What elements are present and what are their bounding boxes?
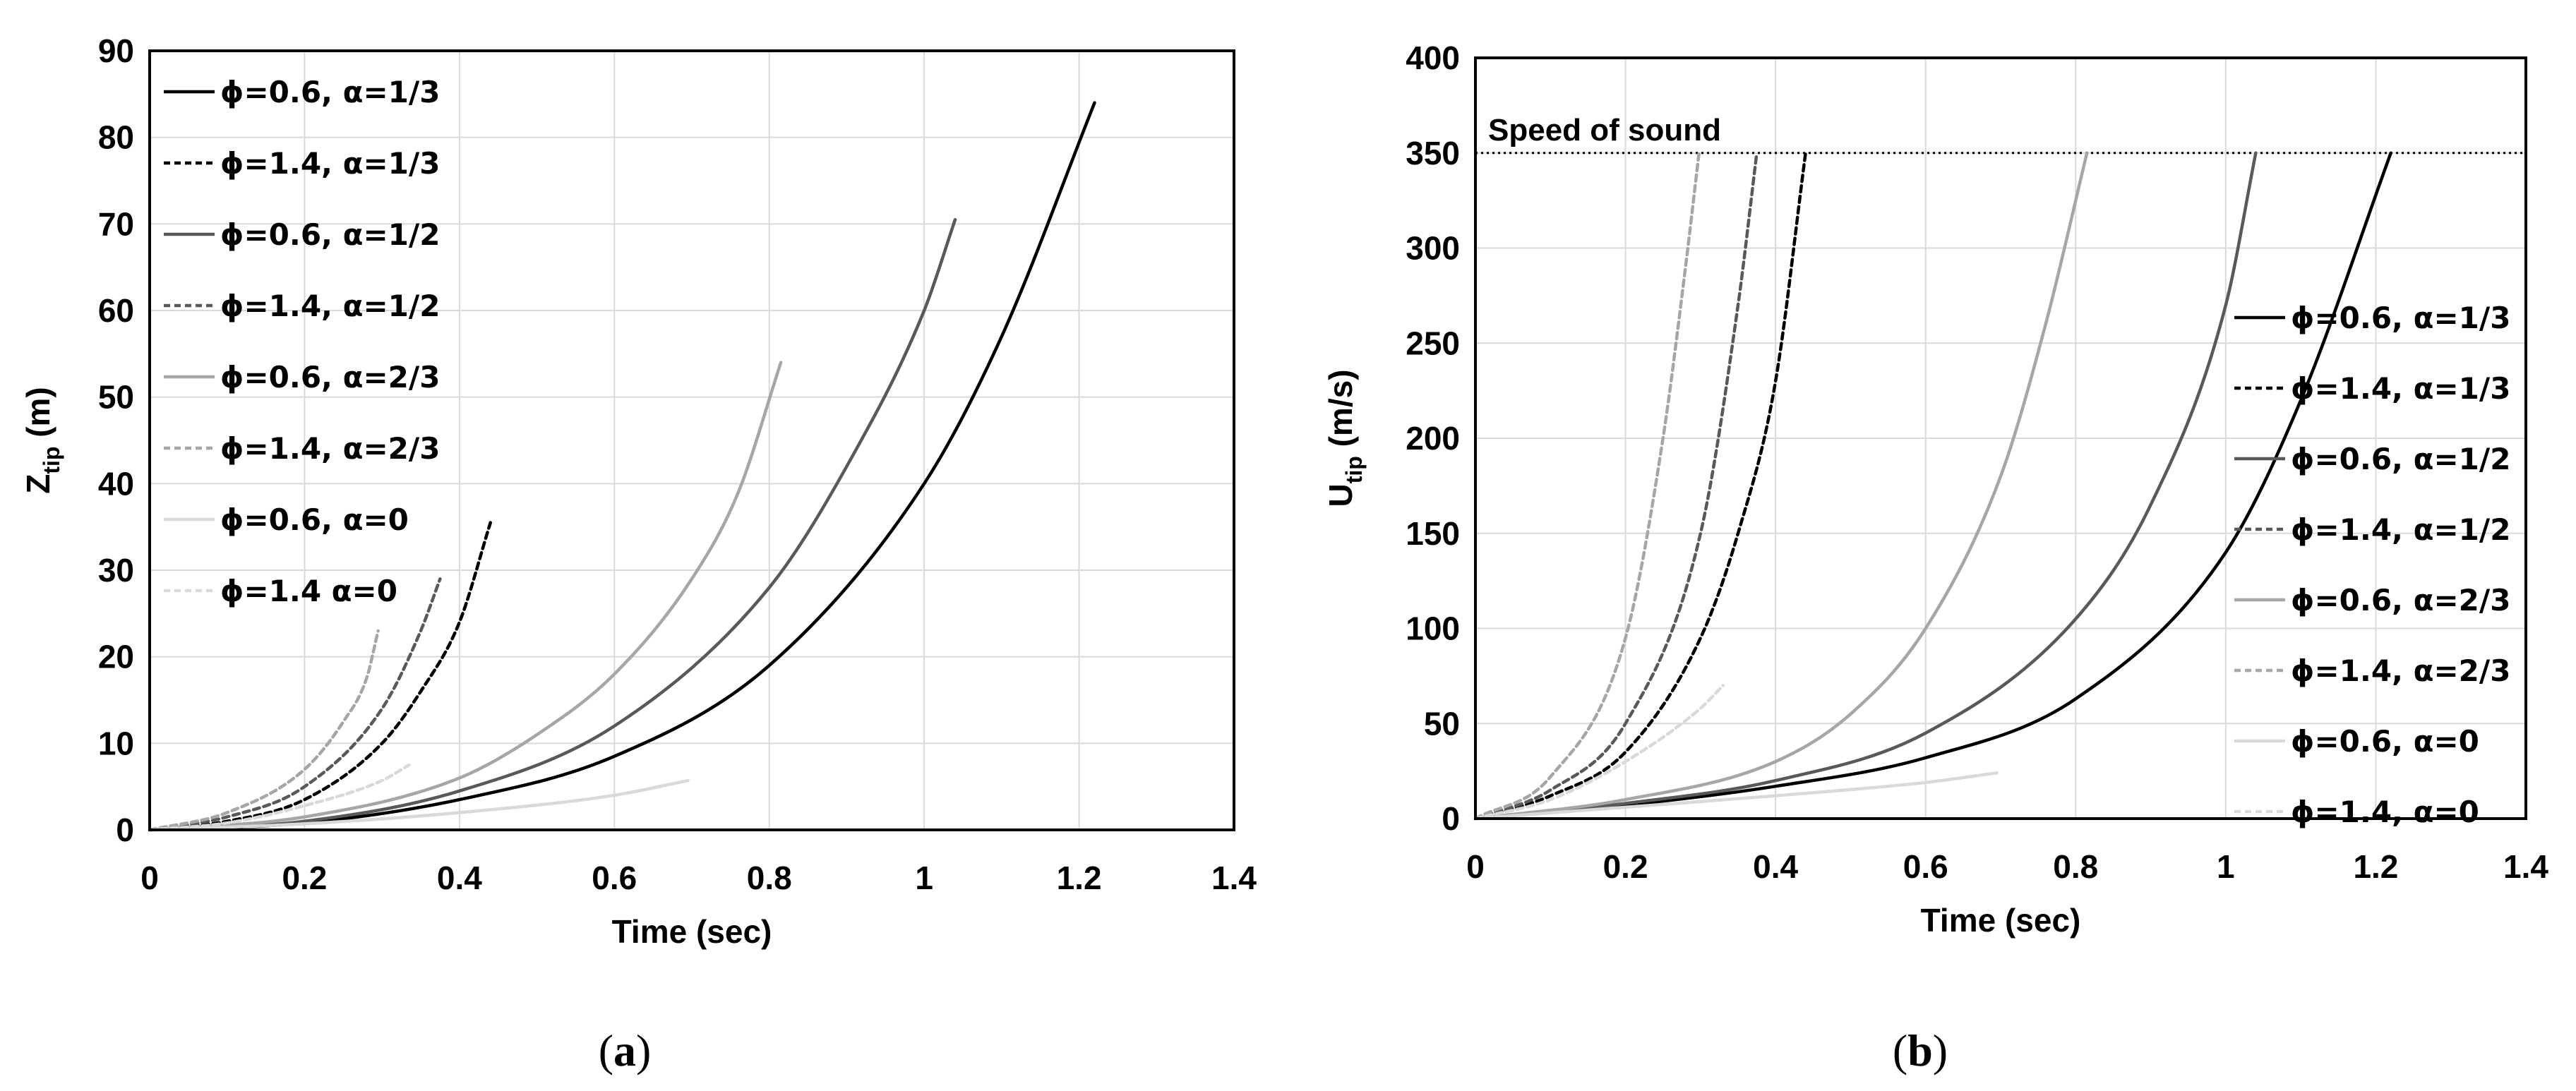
x-tick-label: 0.8: [2053, 848, 2098, 885]
x-tick-label: 0: [140, 860, 159, 896]
series-line-1: [1473, 151, 2392, 821]
series-line-4: [1473, 151, 1759, 821]
legend-label-4: ϕ=1.4, α=1/2: [2291, 512, 2510, 547]
y-tick-label: 90: [98, 32, 134, 69]
y-tick-label: 20: [98, 639, 134, 675]
legend-label-7: ϕ=0.6, α=0: [2291, 724, 2479, 759]
series-curves: [1473, 151, 2392, 821]
legend-label-3: ϕ=0.6, α=1/2: [2291, 442, 2510, 476]
y-tick-label: 250: [1406, 325, 1460, 361]
x-tick-label: 1.2: [1057, 860, 1102, 896]
series-line-8: [148, 763, 411, 832]
panel-label-open: (: [599, 1025, 613, 1075]
plot-frame: [148, 49, 1235, 831]
series-line-7: [1473, 771, 1999, 821]
y-axis-title-text: Utip (m/s): [1322, 369, 1367, 507]
panel-label-letter: b: [1907, 1025, 1933, 1075]
series-line-2: [148, 521, 492, 832]
legend: ϕ=0.6, α=1/3 ϕ=1.4, α=1/3 ϕ=0.6, α=1/2 ϕ=1.…: [2234, 301, 2510, 829]
x-tick-label: 1: [915, 860, 933, 896]
y-tick-label: 80: [98, 119, 134, 156]
legend-label-1: ϕ=0.6, α=1/3: [2291, 301, 2510, 335]
x-tick-label: 0.6: [1903, 848, 1948, 885]
x-tick-label: 0.6: [592, 860, 637, 896]
y-tick-label: 70: [98, 205, 134, 242]
panel-label-close: ): [636, 1025, 651, 1075]
legend-label-8: ϕ=1.4 α=0: [220, 574, 397, 608]
series-line-2: [1473, 151, 1807, 821]
legend-label-2: ϕ=1.4, α=1/3: [2291, 371, 2510, 406]
series-line-3: [148, 217, 957, 832]
legend-label-5: ϕ=0.6, α=2/3: [2291, 583, 2510, 617]
y-axis-title: Utip (m/s): [1322, 369, 1367, 507]
y-axis-title-main: Z: [20, 474, 56, 494]
series-line-5: [148, 361, 783, 832]
panel-label-open: (: [1893, 1025, 1907, 1075]
x-tick-label: 0.2: [1603, 848, 1648, 885]
panel-label: (a): [599, 1025, 652, 1075]
y-tick-label: 30: [98, 552, 134, 589]
series-line-4: [148, 577, 442, 832]
x-tick-label: 1.4: [2503, 848, 2548, 885]
y-axis-title-unit: (m/s): [1322, 369, 1359, 456]
y-tick-label: 0: [116, 812, 134, 848]
panel-label-letter: a: [613, 1025, 636, 1075]
x-tick-label: 0.4: [1753, 848, 1798, 885]
series-line-5: [1473, 151, 2089, 821]
x-tick-label: 1.4: [1211, 860, 1257, 896]
legend-label-1: ϕ=0.6, α=1/3: [220, 75, 440, 109]
series-line-6: [148, 629, 380, 832]
x-tick-label: 1: [2217, 848, 2235, 885]
y-tick-label: 50: [98, 379, 134, 416]
x-tick-label: 0.2: [282, 860, 327, 896]
series-curves: [148, 101, 1096, 832]
legend-label-6: ϕ=1.4, α=2/3: [2291, 653, 2510, 688]
legend-label-7: ϕ=0.6, α=0: [220, 502, 409, 537]
series-line-7: [148, 778, 690, 832]
series-line-1: [148, 101, 1096, 832]
series-line-6: [1473, 151, 1701, 821]
y-tick-label: 400: [1406, 40, 1460, 76]
x-tick-label: 0.4: [437, 860, 482, 896]
chart-panel-b: Speed of sound 0 0.2 0.4 0.6 0.8 1 1.2 1.4 0 50 100…: [1322, 40, 2548, 1075]
y-tick-label: 150: [1406, 515, 1460, 552]
y-axis-title-main: U: [1322, 483, 1359, 507]
y-tick-label: 300: [1406, 230, 1460, 267]
series-line-3: [1473, 151, 2258, 821]
y-tick-label: 40: [98, 465, 134, 502]
legend-label-3: ϕ=0.6, α=1/2: [220, 217, 440, 252]
legend: ϕ=0.6, α=1/3 ϕ=1.4, α=1/3 ϕ=0.6, α=1/2 ϕ=1.…: [164, 75, 440, 608]
y-axis-title-text: Ztip (m): [20, 387, 64, 494]
y-tick-label: 0: [1442, 800, 1460, 837]
plot-frame: [1474, 56, 2527, 820]
legend-label-4: ϕ=1.4, α=1/2: [220, 289, 440, 323]
y-axis-title: Ztip (m): [20, 387, 64, 494]
legend-label-5: ϕ=0.6, α=2/3: [220, 360, 440, 394]
y-tick-label: 200: [1406, 420, 1460, 457]
chart-panel-a: 0 0.2 0.4 0.6 0.8 1 1.2 1.4 0 10 20 30 40 50 60 70 80 90 T…: [20, 32, 1257, 1075]
y-axis-title-sub: tip: [39, 447, 64, 474]
panel-label: (b): [1893, 1025, 1948, 1075]
x-tick-label: 1.2: [2353, 848, 2398, 885]
y-axis-title-unit: (m): [20, 387, 56, 446]
x-axis-title: Time (sec): [1921, 902, 2081, 939]
y-tick-label: 50: [1424, 705, 1460, 742]
legend-label-8: ϕ=1.4, α=0: [2291, 795, 2479, 829]
y-tick-label: 350: [1406, 135, 1460, 171]
y-tick-label: 10: [98, 725, 134, 761]
x-tick-label: 0: [1466, 848, 1485, 885]
y-tick-label: 60: [98, 292, 134, 329]
x-tick-label: 0.8: [747, 860, 792, 896]
y-tick-label: 100: [1406, 610, 1460, 647]
panel-label-close: ): [1933, 1025, 1948, 1075]
legend-label-2: ϕ=1.4, α=1/3: [220, 146, 440, 181]
y-axis-title-sub: tip: [1341, 456, 1367, 483]
series-line-8: [1473, 684, 1725, 821]
x-axis-title: Time (sec): [612, 913, 772, 950]
legend-label-6: ϕ=1.4, α=2/3: [220, 431, 440, 466]
annotation-label: Speed of sound: [1488, 113, 1721, 147]
